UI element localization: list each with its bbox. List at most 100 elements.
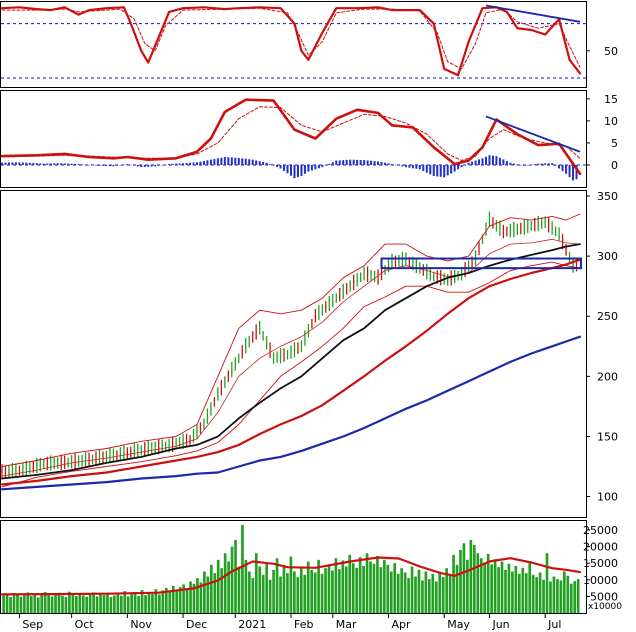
macd-histogram-bar (98, 164, 101, 166)
macd-histogram-bar (195, 162, 198, 165)
volume-bar (95, 596, 99, 613)
macd-histogram-bar (356, 159, 359, 165)
volume-bar (576, 579, 580, 613)
macd-y-tick-label: 10 (604, 115, 618, 128)
volume-bar (507, 563, 511, 613)
volume-bar (113, 595, 116, 613)
volume-bar (396, 573, 400, 613)
volume-bar (216, 559, 220, 613)
macd-histogram-bar (126, 164, 129, 165)
volume-bar (268, 579, 272, 613)
macd-histogram-bar (234, 157, 237, 165)
volume-bar (106, 592, 109, 613)
volume-bar (85, 596, 89, 613)
volume-bar (178, 587, 182, 613)
volume-bar (244, 559, 248, 613)
volume-bar (92, 592, 95, 613)
macd-histogram-bar (258, 161, 261, 165)
volume-bar (372, 563, 376, 613)
macd-histogram-bar (373, 161, 376, 165)
macd-histogram-bar (60, 163, 63, 165)
macd-histogram-bar (422, 164, 425, 172)
price-plot (1, 211, 582, 491)
volume-bar (355, 567, 358, 613)
volume-bar (54, 594, 57, 613)
volume-bar (379, 567, 383, 613)
macd-histogram-bar (394, 164, 397, 166)
volume-bar (369, 561, 372, 613)
volume-bar (376, 555, 379, 613)
volume-y-tick-label: 20000 (583, 541, 618, 554)
macd-histogram-bar (342, 160, 345, 165)
volume-bar (265, 563, 269, 613)
macd-histogram-bar (25, 162, 28, 165)
volume-bar (452, 554, 455, 613)
stochastic-plot (1, 4, 586, 79)
volume-bar (358, 557, 362, 613)
macd-histogram-bar (28, 162, 31, 165)
volume-bar (511, 571, 514, 613)
volume-bar (500, 561, 504, 613)
macd-histogram-bar (404, 164, 407, 168)
volume-bar (504, 569, 507, 613)
volume-bar (483, 562, 487, 613)
macd-histogram-bar (199, 161, 202, 165)
volume-bar (296, 577, 300, 613)
volume-bar (230, 546, 234, 613)
volume-bar (455, 564, 459, 613)
volume-bar (9, 597, 12, 613)
volume-series-ma-red (1, 556, 582, 596)
volume-bar (275, 558, 279, 613)
volume-bar (241, 524, 244, 613)
volume-bar (254, 553, 258, 613)
stochastic-y-tick-label: 50 (604, 45, 618, 58)
volume-bar (234, 539, 237, 613)
volume-bar (168, 591, 172, 613)
macd-histogram-bar (491, 155, 494, 165)
macd-y-tick-label: 15 (604, 93, 618, 106)
volume-bar (68, 591, 71, 613)
macd-histogram-bar (251, 159, 254, 165)
volume-bar (192, 583, 196, 613)
volume-bar (29, 596, 33, 613)
macd-histogram-bar (558, 164, 561, 169)
macd-series-red-dashed (1, 106, 581, 161)
macd-histogram-bar (425, 164, 428, 173)
macd-histogram-bar (53, 163, 56, 165)
price-panel: 350 300 250 200 150 100 (0, 190, 618, 518)
x-axis-month-label: Oct (75, 618, 95, 631)
macd-histogram-bar (457, 164, 460, 170)
macd-histogram-bar (21, 162, 24, 165)
macd-histogram-bar (387, 163, 390, 165)
volume-bar (74, 596, 78, 613)
macd-histogram-bar (464, 164, 467, 166)
volume-bar (261, 574, 265, 613)
price-y-tick-label: 300 (597, 250, 618, 263)
macd-histogram-bar (157, 164, 160, 166)
macd-histogram-bar (77, 164, 80, 165)
stochastic-panel: 50 (0, 1, 618, 88)
macd-histogram-bar (352, 159, 355, 165)
volume-bar (338, 569, 341, 613)
macd-histogram-bar (523, 164, 526, 166)
volume-bar (410, 566, 414, 613)
volume-bar (116, 593, 120, 613)
macd-histogram-bar (561, 164, 564, 172)
volume-bar (466, 559, 469, 613)
volume-bar (119, 595, 123, 613)
volume-bar (40, 593, 44, 613)
volume-bar (331, 570, 334, 613)
volume-bar (459, 549, 462, 613)
volume-bar (199, 582, 203, 613)
macd-histogram-bar (484, 156, 487, 165)
volume-bar (348, 554, 352, 613)
volume-bar (154, 589, 158, 613)
macd-histogram-bar (35, 163, 38, 165)
macd-histogram-bar (11, 162, 14, 165)
volume-bar (383, 559, 386, 613)
volume-bar (538, 572, 542, 613)
macd-histogram-bar (63, 163, 66, 165)
volume-bar (140, 590, 144, 613)
volume-bar (175, 589, 179, 613)
